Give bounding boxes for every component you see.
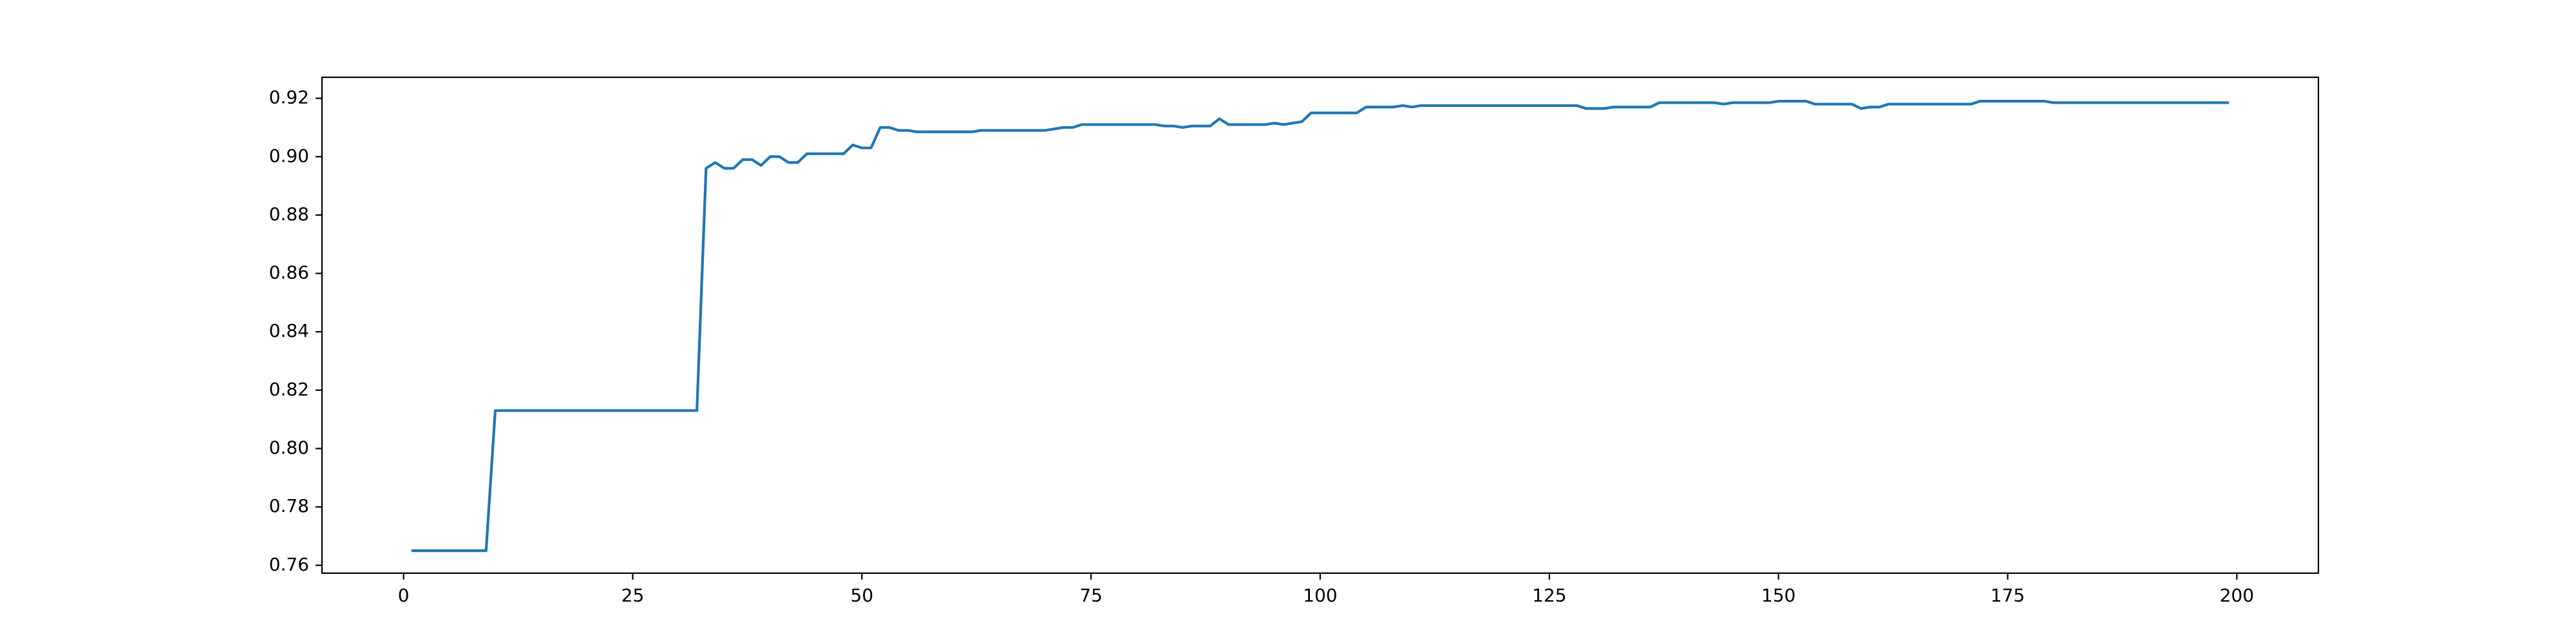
y-tick-label: 0.88 — [269, 204, 309, 225]
line-series — [411, 100, 2230, 553]
x-tick-label: 175 — [1991, 585, 2025, 606]
x-tick-label: 200 — [2220, 585, 2254, 606]
x-tick-label: 150 — [1761, 585, 1795, 606]
x-tick-label: 25 — [621, 585, 645, 606]
y-tick-label: 0.86 — [269, 262, 309, 283]
y-tick-label: 0.92 — [269, 87, 309, 108]
y-tick-label: 0.76 — [269, 554, 309, 575]
y-tick-label: 0.84 — [269, 320, 309, 341]
x-tick-label: 75 — [1079, 585, 1103, 606]
y-tick-label: 0.90 — [269, 145, 309, 166]
x-tick-label: 50 — [851, 585, 874, 606]
x-tick-label: 0 — [398, 585, 410, 606]
plot-frame — [321, 76, 2320, 574]
x-tick-label: 125 — [1532, 585, 1566, 606]
x-tick-label: 100 — [1303, 585, 1337, 606]
y-tick-label: 0.78 — [269, 495, 309, 516]
y-tick-label: 0.82 — [269, 379, 309, 400]
y-tick-label: 0.80 — [269, 437, 309, 458]
